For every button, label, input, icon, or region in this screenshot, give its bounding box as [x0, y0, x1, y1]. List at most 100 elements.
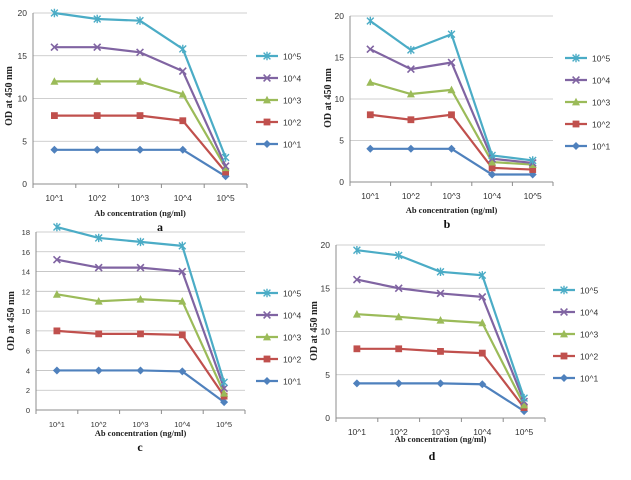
x-tick-label: 10^3	[442, 191, 460, 201]
data-point	[93, 43, 102, 52]
y-tick-label: 20	[18, 8, 28, 18]
legend-label: 10^4	[580, 308, 598, 318]
data-point	[222, 168, 229, 176]
panel-label: b	[444, 217, 451, 231]
data-point	[488, 164, 496, 172]
data-point	[136, 77, 144, 85]
data-point	[406, 144, 415, 153]
data-point	[447, 58, 456, 67]
legend-label: 10^3	[283, 333, 301, 343]
data-point	[178, 297, 187, 305]
y-tick-label: 0	[26, 406, 30, 415]
data-point	[448, 111, 455, 119]
legend-label: 10^1	[580, 374, 598, 384]
data-point	[137, 330, 144, 338]
y-tick-label: 8	[26, 327, 30, 336]
legend-label: 10^5	[283, 289, 301, 299]
legend-marker	[572, 53, 580, 63]
data-point	[136, 366, 145, 375]
y-tick-label: 0	[22, 179, 27, 189]
data-point	[366, 16, 375, 26]
data-point	[221, 162, 230, 171]
data-point	[488, 157, 497, 166]
data-point	[220, 388, 229, 397]
data-point	[53, 327, 61, 335]
data-point	[136, 16, 144, 25]
y-tick-label: 10	[22, 307, 30, 316]
data-point	[178, 267, 187, 276]
y-tick-label: 15	[18, 51, 28, 61]
x-tick-label: 10^4	[174, 193, 192, 203]
y-tick-label: 6	[26, 347, 30, 356]
legend-marker	[560, 374, 568, 382]
data-point	[95, 330, 103, 338]
data-point	[407, 116, 415, 124]
x-tick-label: 10^2	[88, 193, 106, 203]
legend-label: 10^1	[592, 142, 610, 152]
data-point	[478, 318, 487, 327]
y-tick-label: 5	[339, 136, 344, 146]
data-point	[136, 263, 145, 272]
x-tick-label: 10^5	[524, 191, 542, 201]
x-tick-label: 10^1	[348, 427, 366, 437]
legend-marker	[263, 311, 271, 319]
x-axis-title: Ab concentration (ng/ml)	[406, 205, 498, 215]
data-point	[136, 295, 145, 303]
y-tick-label: 16	[22, 248, 30, 257]
legend-marker	[263, 95, 271, 104]
data-point	[353, 345, 361, 353]
data-point	[50, 8, 59, 18]
legend-label: 10^1	[283, 377, 301, 387]
data-point	[220, 378, 228, 387]
panel-label: d	[429, 449, 436, 463]
chart-panel-a: 0 5 10 15 20 10^1 10^2 10^3 10^4 10^5 10^5 10^4 10^3…	[4, 8, 301, 234]
x-tick-label: 10^1	[45, 193, 63, 203]
data-point	[366, 111, 374, 119]
legend-marker	[560, 352, 568, 360]
data-point	[520, 393, 528, 403]
data-point	[220, 398, 229, 407]
legend-label: 10^4	[283, 74, 301, 84]
x-tick-label: 10^5	[515, 427, 533, 437]
y-tick-label: 20	[321, 240, 331, 250]
data-point	[178, 145, 187, 154]
data-point	[447, 30, 456, 39]
data-point	[93, 77, 102, 85]
data-point	[179, 117, 187, 125]
data-point	[50, 145, 59, 154]
data-point	[220, 384, 229, 393]
legend-marker	[263, 51, 271, 61]
data-point	[53, 222, 61, 232]
y-tick-label: 14	[22, 268, 30, 277]
data-point	[136, 48, 144, 57]
x-tick-label: 10^5	[216, 420, 232, 429]
data-point	[436, 267, 445, 277]
x-tick-label: 10^2	[402, 191, 420, 201]
data-point	[437, 347, 444, 355]
x-axis-title: Ab concentration (ng/ml)	[95, 428, 187, 438]
x-axis-title: Ab concentration (ng/ml)	[94, 208, 186, 218]
legend-marker	[560, 308, 568, 316]
y-tick-label: 2	[26, 386, 30, 395]
legend-marker	[263, 118, 271, 126]
data-point	[394, 379, 403, 388]
legend-marker	[263, 332, 271, 341]
y-tick-label: 10	[18, 94, 28, 104]
y-tick-label: 12	[22, 287, 30, 296]
legend-label: 10^3	[592, 98, 610, 108]
legend-label: 10^3	[283, 96, 301, 106]
data-point	[136, 145, 144, 154]
data-point	[436, 379, 445, 388]
data-point	[406, 89, 415, 98]
y-tick-label: 10	[335, 94, 345, 104]
data-point	[178, 331, 186, 339]
data-point	[436, 316, 445, 324]
data-point	[436, 289, 445, 298]
x-tick-label: 10^1	[49, 420, 65, 429]
data-point	[94, 233, 103, 243]
legend-label: 10^4	[283, 311, 301, 321]
data-point	[395, 345, 403, 353]
y-axis-title: OD at 450 nm	[323, 67, 334, 127]
legend-marker	[263, 140, 271, 148]
